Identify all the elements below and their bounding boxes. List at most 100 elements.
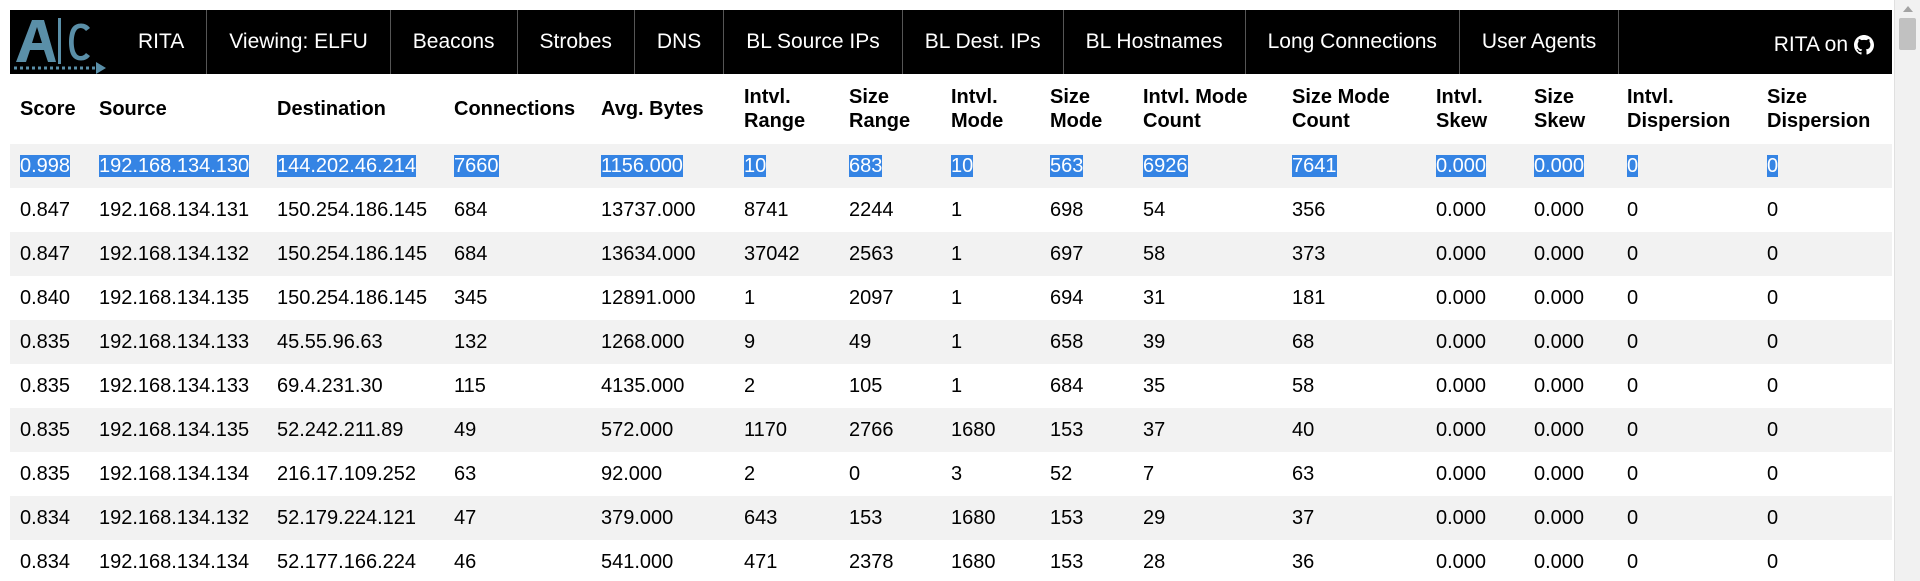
nav-long-connections[interactable]: Long Connections — [1246, 10, 1460, 74]
cell-text: 345 — [454, 286, 488, 309]
ac-logo[interactable] — [10, 10, 108, 74]
cell-text: 0 — [1627, 330, 1639, 353]
cell-text: 0.000 — [1436, 506, 1487, 529]
scroll-up-arrow-icon[interactable] — [1903, 6, 1913, 12]
column-header-intvl-skew[interactable]: Intvl. Skew — [1436, 86, 1488, 132]
cell-intvl-dispersion: 0 — [1617, 144, 1757, 188]
column-header-size-mode-count[interactable]: Size Mode Count — [1292, 86, 1390, 132]
cell-text: 1 — [951, 242, 963, 265]
cell-text: 0 — [1627, 506, 1639, 529]
cell-text: 49 — [454, 418, 477, 441]
column-header-source[interactable]: Source — [99, 98, 167, 120]
cell-text: 115 — [454, 374, 486, 397]
cell-intvl-range: 643 — [734, 496, 839, 540]
column-header-intvl-dispersion[interactable]: Intvl. Dispersion — [1627, 86, 1731, 132]
column-header-size-dispersion[interactable]: Size Dispersion — [1767, 86, 1871, 132]
cell-size-dispersion: 0 — [1757, 452, 1892, 496]
cell-text: 192.168.134.131 — [99, 198, 250, 221]
nav-beacons[interactable]: Beacons — [391, 10, 518, 74]
cell-text: 0.000 — [1534, 286, 1585, 309]
cell-text: 0.000 — [1436, 330, 1487, 353]
cell-destination: 144.202.46.214 — [267, 144, 444, 188]
cell-text: 1 — [951, 330, 963, 353]
nav-rita[interactable]: RITA — [108, 10, 208, 74]
table-row[interactable]: 0.835 192.168.134.134 216.17.109.252 63 92.0… — [10, 452, 1892, 496]
cell-intvl-mode: 10 — [941, 144, 1040, 188]
cell-size-mode-count: 37 — [1282, 496, 1426, 540]
cell-text: 63 — [1292, 462, 1315, 485]
cell-text: 541.000 — [601, 550, 674, 573]
table-row[interactable]: 0.835 192.168.134.133 45.55.96.63 132 1268.0… — [10, 320, 1892, 364]
column-header-score[interactable]: Score — [20, 98, 76, 120]
nav-strobes[interactable]: Strobes — [518, 10, 635, 74]
nav-dns[interactable]: DNS — [635, 10, 725, 74]
column-header-size-mode[interactable]: Size Mode — [1050, 86, 1103, 132]
cell-size-range: 0 — [839, 452, 941, 496]
column-header-avg-bytes[interactable]: Avg. Bytes — [601, 98, 704, 120]
nav-bl-hostnames[interactable]: BL Hostnames — [1064, 10, 1246, 74]
table-row[interactable]: 0.847 192.168.134.131 150.254.186.145 684 13… — [10, 188, 1892, 232]
cell-avg-bytes: 13737.000 — [591, 188, 734, 232]
column-header-size-range[interactable]: Size Range — [849, 86, 911, 132]
cell-avg-bytes: 541.000 — [591, 540, 734, 581]
cell-text: 0 — [1767, 550, 1779, 573]
column-header-size-skew[interactable]: Size Skew — [1534, 86, 1586, 132]
cell-text: 153 — [1050, 550, 1084, 573]
cell-size-range: 683 — [839, 144, 941, 188]
cell-intvl-mode: 1680 — [941, 408, 1040, 452]
cell-score: 0.834 — [10, 540, 89, 581]
cell-text: 10 — [744, 154, 767, 177]
cell-text: 7 — [1143, 462, 1155, 485]
table-header-row: Score Source Destination Connections Avg. By… — [10, 74, 1892, 144]
column-header-intvl-mode[interactable]: Intvl. Mode — [951, 86, 1004, 132]
cell-text: 192.168.134.134 — [99, 462, 250, 485]
cell-size-range: 105 — [839, 364, 941, 408]
cell-text: 69.4.231.30 — [277, 374, 383, 397]
rita-github-link[interactable]: RITA on — [1774, 10, 1892, 74]
cell-intvl-range: 8741 — [734, 188, 839, 232]
table-row[interactable]: 0.847 192.168.134.132 150.254.186.145 684 13… — [10, 232, 1892, 276]
cell-text: 47 — [454, 506, 477, 529]
cell-intvl-mode: 1680 — [941, 496, 1040, 540]
column-header-connections[interactable]: Connections — [454, 98, 576, 120]
column-header-intvl-mode-count[interactable]: Intvl. Mode Count — [1143, 86, 1248, 132]
cell-text: 1680 — [951, 550, 996, 573]
nav-viewing-database[interactable]: Viewing: ELFU — [207, 10, 391, 74]
cell-text: 356 — [1292, 198, 1326, 221]
cell-destination: 150.254.186.145 — [267, 188, 444, 232]
cell-text: 0 — [1627, 154, 1639, 177]
cell-text: 2 — [744, 374, 756, 397]
cell-intvl-mode: 1 — [941, 320, 1040, 364]
cell-size-dispersion: 0 — [1757, 540, 1892, 581]
cell-size-range: 49 — [839, 320, 941, 364]
table-row[interactable]: 0.834 192.168.134.132 52.179.224.121 47 379.… — [10, 496, 1892, 540]
cell-source: 192.168.134.135 — [89, 408, 267, 452]
cell-text: 52 — [1050, 462, 1073, 485]
cell-size-mode: 153 — [1040, 496, 1133, 540]
cell-text: 0 — [1767, 286, 1779, 309]
cell-text: 2563 — [849, 242, 894, 265]
cell-intvl-mode-count: 28 — [1133, 540, 1282, 581]
nav-bl-dest-ips[interactable]: BL Dest. IPs — [903, 10, 1064, 74]
nav-user-agents[interactable]: User Agents — [1460, 10, 1620, 74]
cell-text: 0.000 — [1534, 374, 1585, 397]
cell-intvl-range: 2 — [734, 364, 839, 408]
table-row[interactable]: 0.998 192.168.134.130 144.202.46.214 7660 11… — [10, 144, 1892, 188]
scroll-thumb[interactable] — [1899, 18, 1916, 50]
column-header-intvl-range[interactable]: Intvl. Range — [744, 86, 806, 132]
cell-text: 58 — [1143, 242, 1166, 265]
cell-text: 2 — [744, 462, 756, 485]
cell-text: 3 — [951, 462, 963, 485]
cell-size-skew: 0.000 — [1524, 320, 1617, 364]
nav-bl-source-ips[interactable]: BL Source IPs — [724, 10, 903, 74]
cell-text: 0.000 — [1534, 462, 1585, 485]
table-row[interactable]: 0.835 192.168.134.133 69.4.231.30 115 4135.0… — [10, 364, 1892, 408]
cell-text: 658 — [1050, 330, 1084, 353]
table-row[interactable]: 0.840 192.168.134.135 150.254.186.145 345 12… — [10, 276, 1892, 320]
cell-size-mode: 694 — [1040, 276, 1133, 320]
table-row[interactable]: 0.835 192.168.134.135 52.242.211.89 49 572.0… — [10, 408, 1892, 452]
column-header-destination[interactable]: Destination — [277, 98, 386, 120]
table-row[interactable]: 0.834 192.168.134.134 52.177.166.224 46 541.… — [10, 540, 1892, 581]
vertical-scrollbar[interactable] — [1894, 0, 1920, 581]
cell-size-mode: 698 — [1040, 188, 1133, 232]
